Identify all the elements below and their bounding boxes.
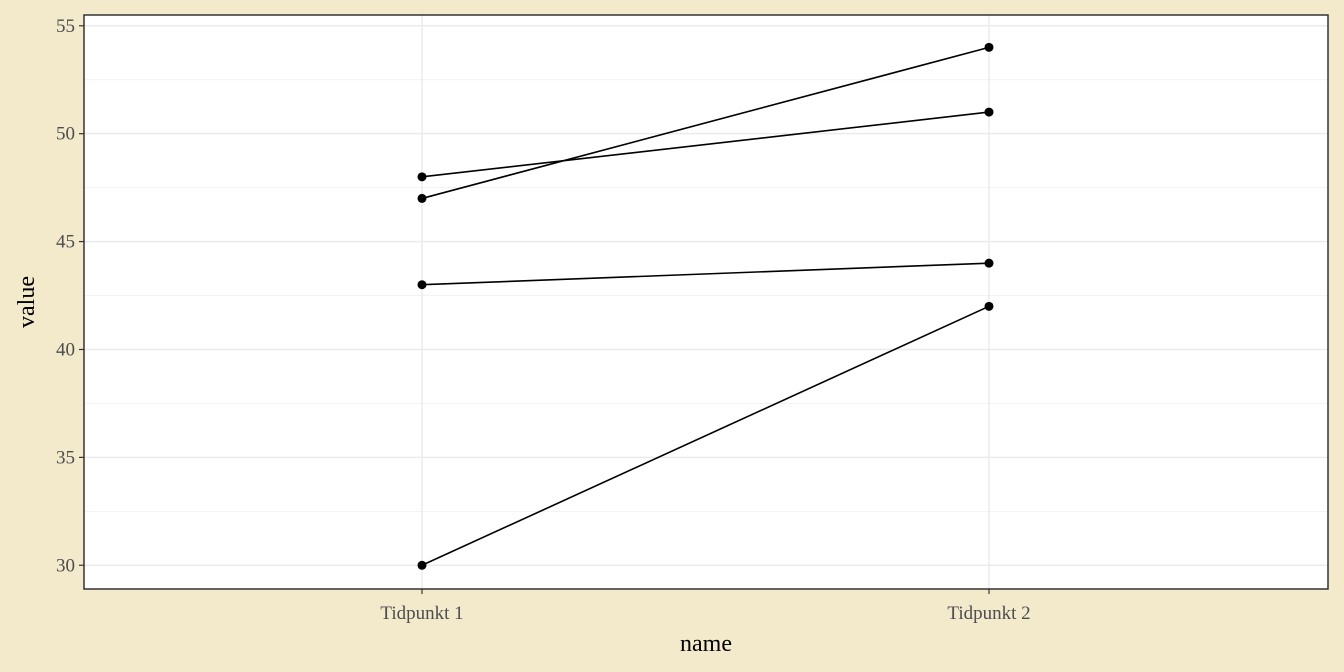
minor-gridlines bbox=[84, 79, 1328, 512]
series-line-1 bbox=[421, 111, 990, 178]
y-axis: 30 35 40 45 50 55 bbox=[56, 16, 84, 576]
y-tick-label: 30 bbox=[56, 555, 75, 576]
y-axis-title: value bbox=[14, 276, 40, 328]
data-point-1-2 bbox=[984, 107, 994, 117]
series-layer bbox=[417, 42, 994, 570]
data-point-1-1 bbox=[417, 172, 427, 182]
x-axis: Tidpunkt 1 Tidpunkt 2 bbox=[380, 589, 1031, 624]
data-point-3-1 bbox=[417, 280, 427, 290]
series-line-3 bbox=[421, 262, 990, 286]
y-tick-label: 55 bbox=[56, 16, 75, 37]
y-tick-label: 35 bbox=[56, 447, 75, 468]
data-point-2-1 bbox=[417, 193, 427, 203]
y-tick-label: 50 bbox=[56, 124, 75, 145]
plot-panel bbox=[84, 15, 1328, 589]
y-tick-label: 45 bbox=[56, 232, 75, 253]
data-point-4-2 bbox=[984, 301, 994, 311]
data-point-2-2 bbox=[984, 42, 994, 52]
x-tick-label: Tidpunkt 2 bbox=[947, 603, 1030, 624]
x-axis-title: name bbox=[680, 631, 732, 657]
series-line-2 bbox=[421, 46, 990, 200]
data-point-4-1 bbox=[417, 560, 427, 570]
x-tick-label: Tidpunkt 1 bbox=[380, 603, 463, 624]
plot-border bbox=[83, 14, 1329, 590]
series-line-4 bbox=[421, 305, 990, 566]
data-point-3-2 bbox=[984, 258, 994, 268]
y-tick-label: 40 bbox=[56, 339, 75, 360]
